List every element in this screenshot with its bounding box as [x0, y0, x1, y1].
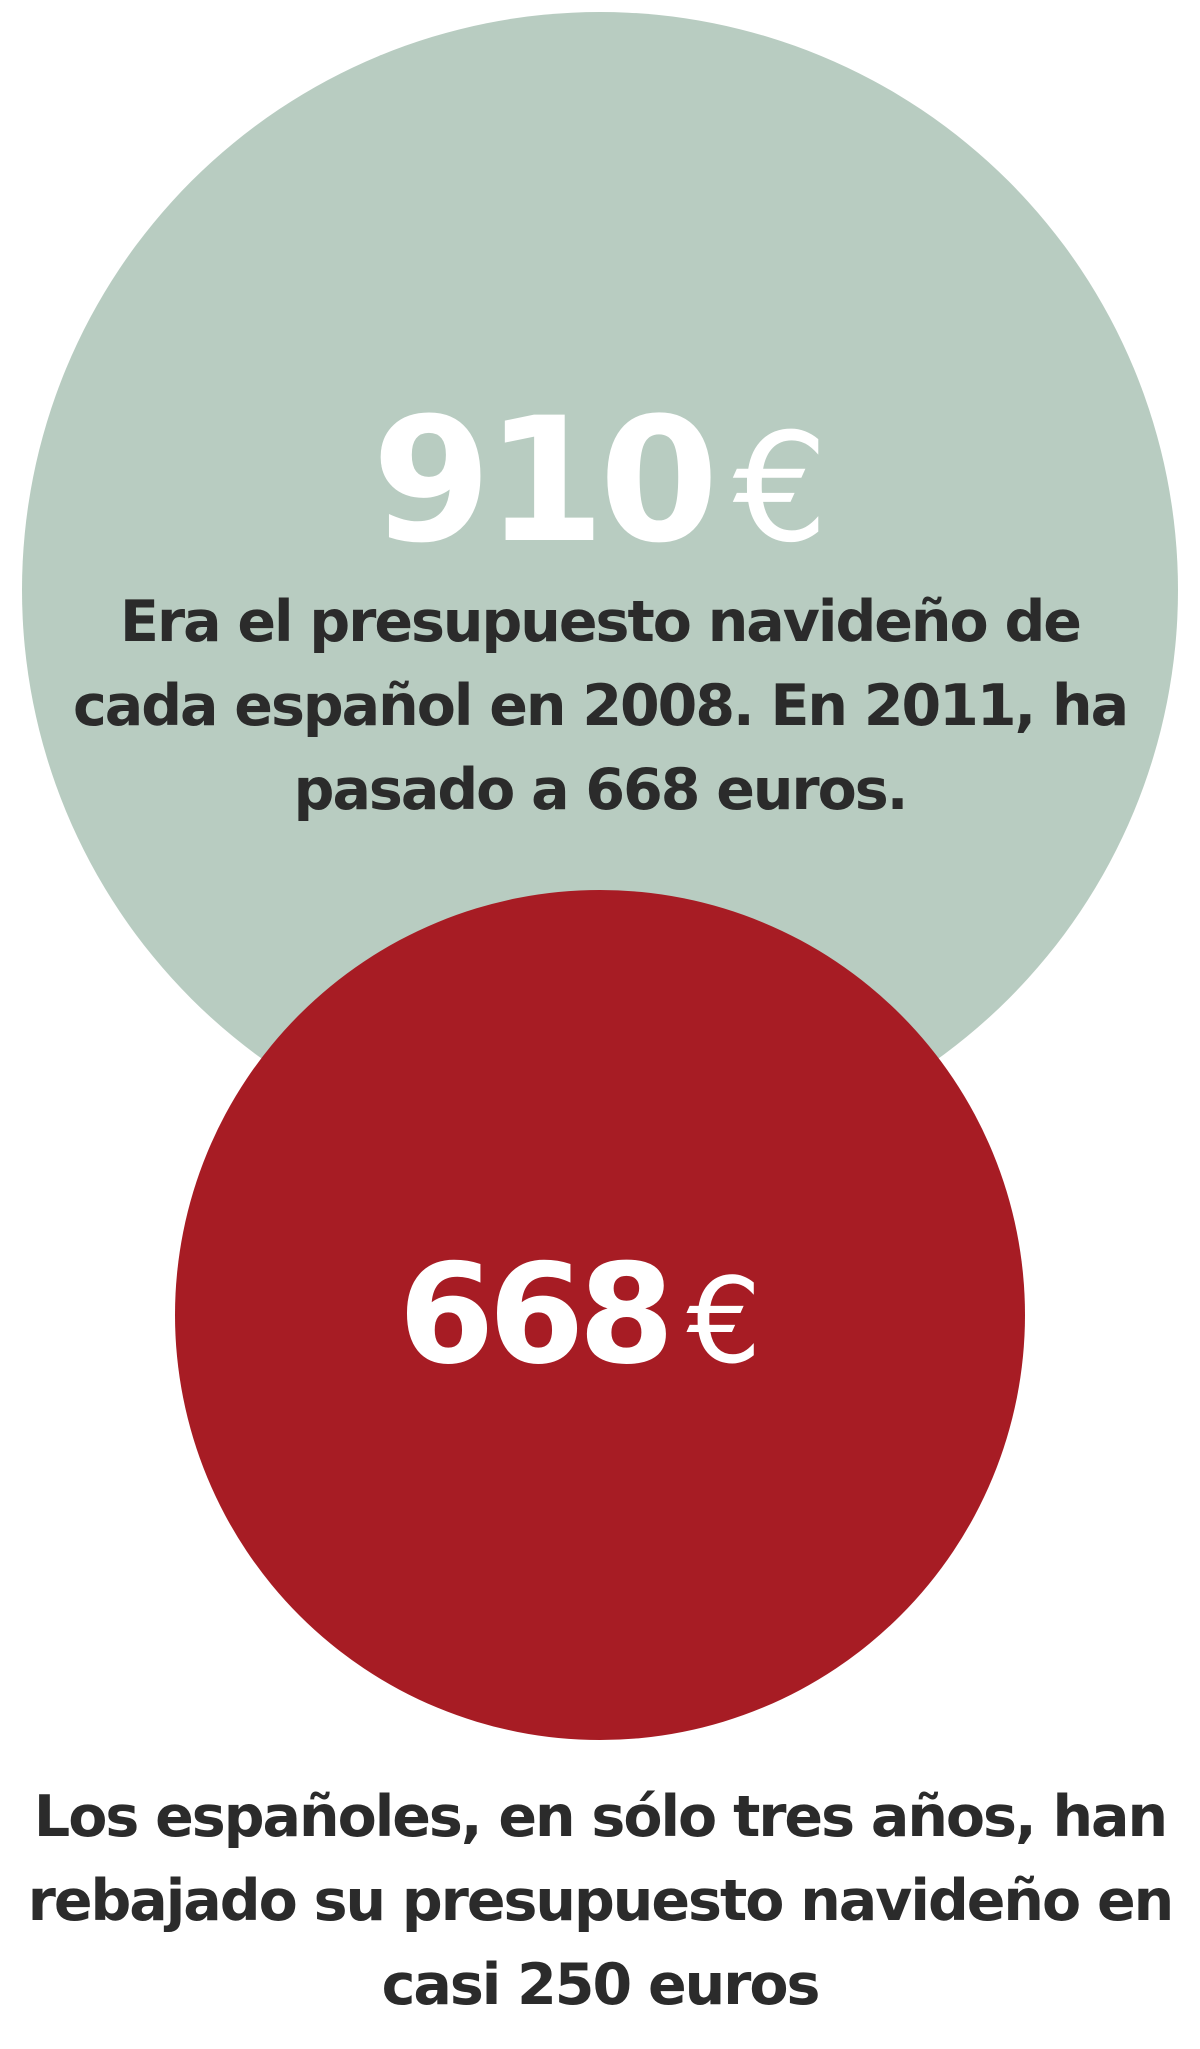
bubble-2011 [175, 890, 1025, 1740]
caption-2008: Era el presupuesto navideño de cada espa… [72, 589, 1129, 823]
bubble-2008 [22, 12, 1178, 1168]
summary-caption: Los españoles, en sólo tres años, han re… [27, 1784, 1175, 2018]
value-2011-label: 668 € [398, 1234, 761, 1395]
value-2008-label: 910 € [372, 380, 828, 581]
